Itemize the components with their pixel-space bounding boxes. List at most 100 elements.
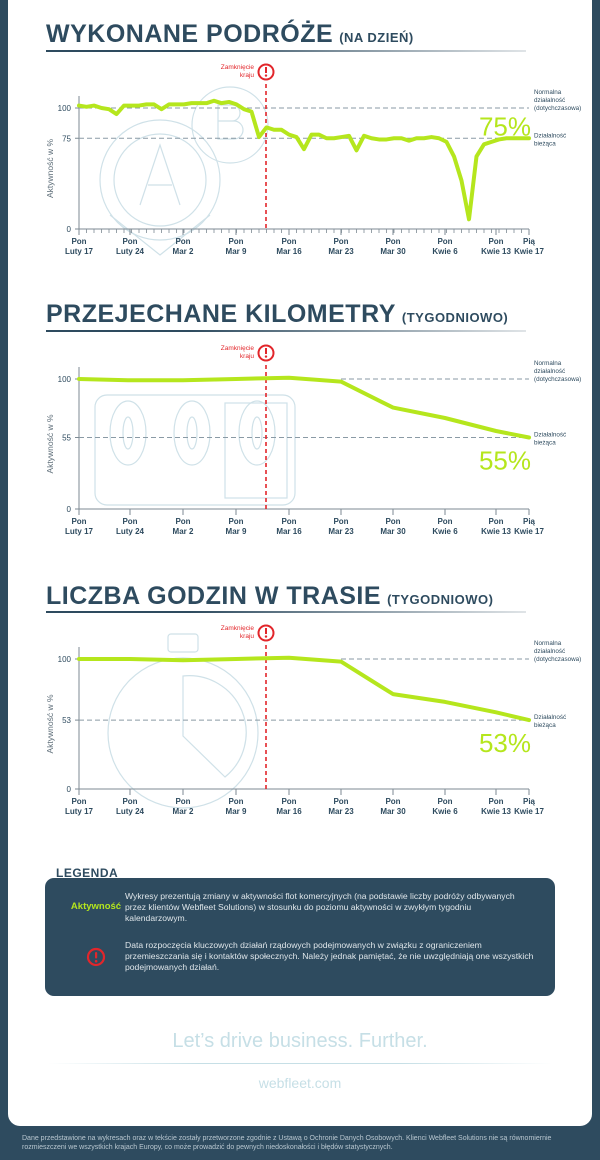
x-tick-label: Pon [175,237,190,246]
x-tick-label: Pon [71,797,86,806]
x-tick-label: Pią [523,517,536,526]
activity-line [77,98,531,222]
chart-title: PRZEJECHANE KILOMETRY (TYGODNIOWO) [46,300,508,329]
chart-title-period: (TYGODNIOWO) [401,310,509,325]
normal-activity-label: (dotychczasowa) [534,376,581,383]
y-axis-label: Aktywność w % [45,694,55,753]
y-tick-label: 53 [62,716,71,725]
legend-box: Aktywność Wykresy prezentują zmiany w ak… [45,878,555,996]
lockdown-label: kraju [240,353,254,360]
chart-title-main: WYKONANE PODRÓŻE [46,20,334,48]
x-tick-label: Pią [523,797,536,806]
activity-line [77,655,531,723]
chart-title-main: LICZBA GODZIN W TRASIE [46,582,382,610]
x-tick-label: Pon [385,237,400,246]
x-tick-label: Mar 23 [328,247,354,256]
current-activity-label: bieżąca [534,440,556,447]
x-tick-label: Mar 30 [380,247,406,256]
x-tick-label: Kwie 13 [481,807,511,816]
x-tick-label: Pon [333,237,348,246]
normal-activity-label: (dotychczasowa) [534,105,581,112]
x-tick-label: Pon [122,237,137,246]
y-tick-label: 0 [67,225,72,234]
normal-activity-label: Normalna [534,360,562,367]
chart-title: LICZBA GODZIN W TRASIE (TYGODNIOWO) [46,582,493,611]
alert-circle-icon [257,344,275,362]
slogan-divider [48,1063,552,1064]
x-tick-label: Mar 2 [173,527,194,536]
x-tick-label: Pon [488,797,503,806]
x-tick-label: Pon [122,797,137,806]
title-divider [46,50,526,52]
current-activity-label: bieżąca [534,140,556,147]
x-tick-label: Mar 23 [328,527,354,536]
current-activity-label: bieżąca [534,722,556,729]
current-activity-percentage: 53% [479,728,531,758]
x-tick-label: Mar 30 [380,527,406,536]
x-tick-label: Mar 16 [276,527,302,536]
x-tick-label: Pon [488,517,503,526]
x-tick-label: Kwie 13 [481,527,511,536]
x-tick-label: Luty 17 [65,247,94,256]
current-activity-label: Działalność [534,432,566,439]
x-tick-label: Kwie 13 [481,247,511,256]
x-tick-label: Pon [281,237,296,246]
title-divider [46,611,526,613]
x-tick-label: Pon [437,237,452,246]
x-tick-label: Pon [281,797,296,806]
x-tick-label: Luty 24 [116,527,145,536]
x-tick-label: Pon [437,517,452,526]
normal-activity-label: działalność [534,368,565,375]
x-tick-label: Pon [437,797,452,806]
x-tick-label: Pon [333,517,348,526]
alert-circle-icon [257,624,275,642]
watermark-icon [94,394,296,506]
current-activity-percentage: 75% [479,111,531,141]
x-tick-label: Pon [385,517,400,526]
x-tick-label: Pon [122,517,137,526]
x-tick-label: Pon [228,517,243,526]
lockdown-label: Zamknięcie [221,64,255,71]
x-tick-label: Pon [71,237,86,246]
website-link[interactable]: webfleet.com [258,1075,342,1091]
chart-title: WYKONANE PODRÓŻE (NA DZIEŃ) [46,20,414,49]
x-tick-label: Mar 23 [328,807,354,816]
x-tick-label: Pon [333,797,348,806]
watermark-icon [107,633,259,809]
legend-text-lockdown: Data rozpoczęcia kluczowych działań rząd… [125,940,534,972]
legend-key-activity: Aktywność [70,901,122,912]
y-axis-label: Aktywność w % [45,414,55,473]
x-tick-label: Mar 2 [173,247,194,256]
x-tick-label: Pią [523,237,536,246]
normal-activity-label: działalność [534,648,565,655]
lockdown-label: kraju [240,633,254,640]
chart-title-main: PRZEJECHANE KILOMETRY [46,300,396,328]
x-tick-label: Mar 9 [226,247,247,256]
x-tick-label: Kwie 17 [514,527,544,536]
lockdown-label: Zamknięcie [221,625,255,632]
disclaimer: Dane przedstawione na wykresach oraz w t… [22,1135,552,1151]
normal-activity-label: (dotychczasowa) [534,656,581,663]
x-tick-label: Pon [228,797,243,806]
lockdown-label: Zamknięcie [221,345,255,352]
x-tick-label: Mar 16 [276,247,302,256]
legend-title: LEGENDA [56,866,119,880]
alert-circle-icon [257,63,275,81]
x-tick-label: Luty 17 [65,527,94,536]
x-tick-label: Kwie 6 [432,807,458,816]
current-activity-label: Działalność [534,714,566,721]
lockdown-label: kraju [240,72,254,79]
x-tick-label: Pon [175,517,190,526]
x-tick-label: Mar 9 [226,527,247,536]
x-tick-label: Pon [488,237,503,246]
x-tick-label: Mar 2 [173,807,194,816]
x-tick-label: Mar 30 [380,807,406,816]
chart-title-period: (TYGODNIOWO) [387,592,494,607]
x-tick-label: Mar 9 [226,807,247,816]
current-activity-label: Działalność [534,132,566,139]
y-tick-label: 100 [58,104,72,113]
normal-activity-label: działalność [534,97,565,104]
normal-activity-label: Normalna [534,640,562,647]
y-tick-label: 0 [67,785,72,794]
